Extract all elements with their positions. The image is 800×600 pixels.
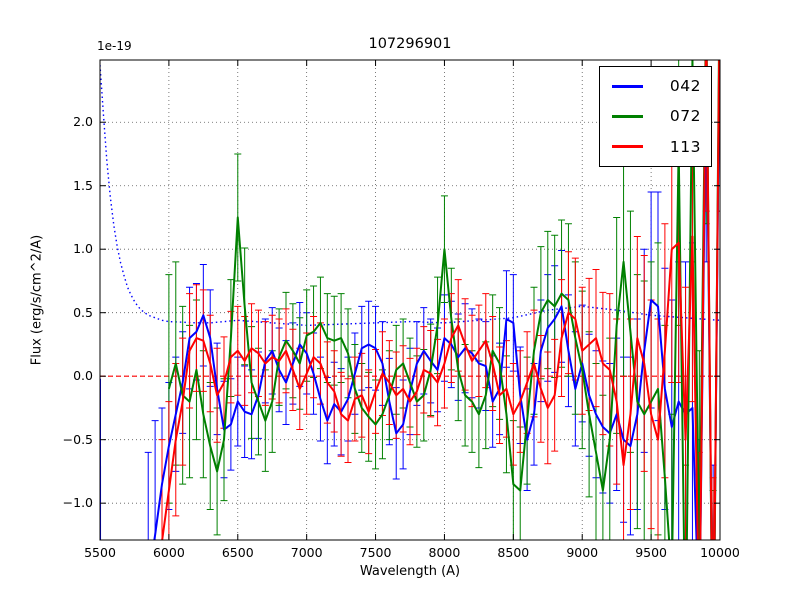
plot-title: 107296901 (368, 36, 452, 52)
x-axis-label: Wavelength (A) (359, 564, 461, 579)
y-tick-label-−1.0: −1.0 (62, 495, 93, 511)
x-tick-label-8500: 8500 (497, 545, 530, 560)
legend: 042 072 113 (599, 66, 712, 167)
legend-item-072: 072 (612, 107, 701, 125)
y-tick-label-−0.5: −0.5 (62, 431, 93, 447)
legend-item-042: 042 (612, 77, 701, 95)
series-072-line (167, 60, 720, 540)
x-tick-label-10000: 10000 (700, 545, 740, 560)
series-042-line (153, 60, 720, 540)
y-tick-label-0.0: 0.0 (73, 368, 93, 384)
y-axis-offset-text: 1e-19 (97, 39, 132, 53)
legend-label-113: 113 (669, 137, 701, 156)
x-tick-label-7500: 7500 (359, 545, 392, 560)
x-tick-label-9500: 9500 (635, 545, 668, 560)
series-113-line (161, 60, 720, 540)
x-tick-label-7000: 7000 (290, 545, 323, 560)
y-tick-label-1.0: 1.0 (73, 241, 93, 257)
x-tick-label-6000: 6000 (152, 545, 185, 560)
axes-frame (99, 59, 721, 541)
legend-item-113: 113 (612, 138, 701, 156)
x-tick-label-9000: 9000 (566, 545, 599, 560)
legend-line-sample-072 (612, 114, 643, 118)
y-tick-label-0.5: 0.5 (73, 304, 93, 320)
data-area (100, 60, 720, 540)
x-tick-label-5500: 5500 (84, 545, 116, 560)
legend-line-sample-113 (612, 145, 643, 149)
legend-line-sample-042 (612, 84, 643, 88)
tick-marks (99, 60, 721, 540)
legend-label-072: 072 (669, 107, 701, 126)
y-tick-label-2.0: 2.0 (73, 114, 93, 130)
x-tick-label-6500: 6500 (221, 545, 254, 560)
y-tick-label-1.5: 1.5 (73, 177, 93, 193)
x-tick-label-8000: 8000 (428, 545, 461, 560)
legend-label-042: 042 (669, 77, 701, 96)
